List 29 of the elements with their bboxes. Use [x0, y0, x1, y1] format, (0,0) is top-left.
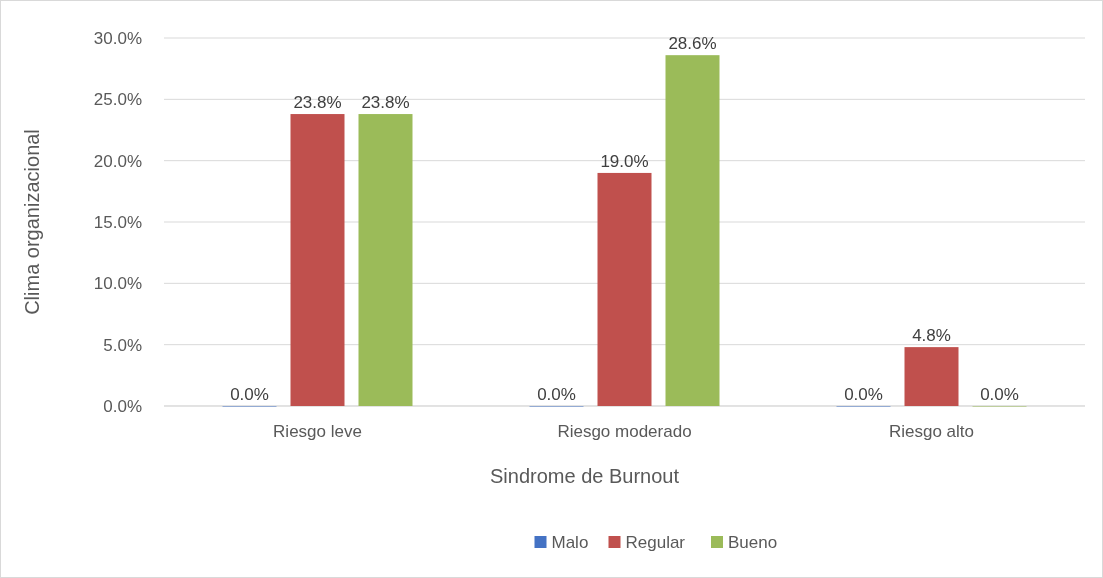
- data-label: 19.0%: [600, 151, 649, 171]
- legend-label: Bueno: [728, 533, 778, 552]
- y-tick-label: 20.0%: [93, 151, 142, 171]
- y-tick-label: 5.0%: [103, 335, 142, 355]
- data-label: 0.0%: [980, 385, 1019, 404]
- bar: [597, 172, 652, 406]
- data-label: 23.8%: [293, 93, 342, 113]
- data-label: 0.0%: [537, 385, 576, 404]
- x-axis-title: Sindrome de Burnout: [489, 465, 680, 487]
- data-label: 28.6%: [668, 34, 717, 54]
- x-tick-label: Riesgo alto: [888, 422, 975, 441]
- bar: [904, 347, 959, 406]
- bar: [290, 114, 345, 406]
- bar: [358, 114, 413, 406]
- x-tick-label: Riesgo moderado: [557, 422, 692, 441]
- data-label: 0.0%: [844, 385, 883, 404]
- bar: [665, 55, 720, 406]
- y-tick-label: 15.0%: [93, 212, 142, 232]
- y-tick-label: 25.0%: [93, 90, 142, 110]
- data-label: 0.0%: [230, 385, 269, 404]
- y-tick-label: 30.0%: [93, 28, 142, 48]
- y-tick-label: 0.0%: [103, 396, 142, 416]
- data-label: 23.8%: [361, 93, 410, 113]
- legend-label: Malo: [551, 533, 589, 552]
- y-axis-title: Clima organizacional: [21, 129, 43, 315]
- y-tick-label: 10.0%: [93, 274, 142, 294]
- data-label: 4.8%: [912, 326, 951, 346]
- legend-label: Regular: [625, 533, 686, 552]
- x-tick-label: Riesgo leve: [273, 422, 362, 441]
